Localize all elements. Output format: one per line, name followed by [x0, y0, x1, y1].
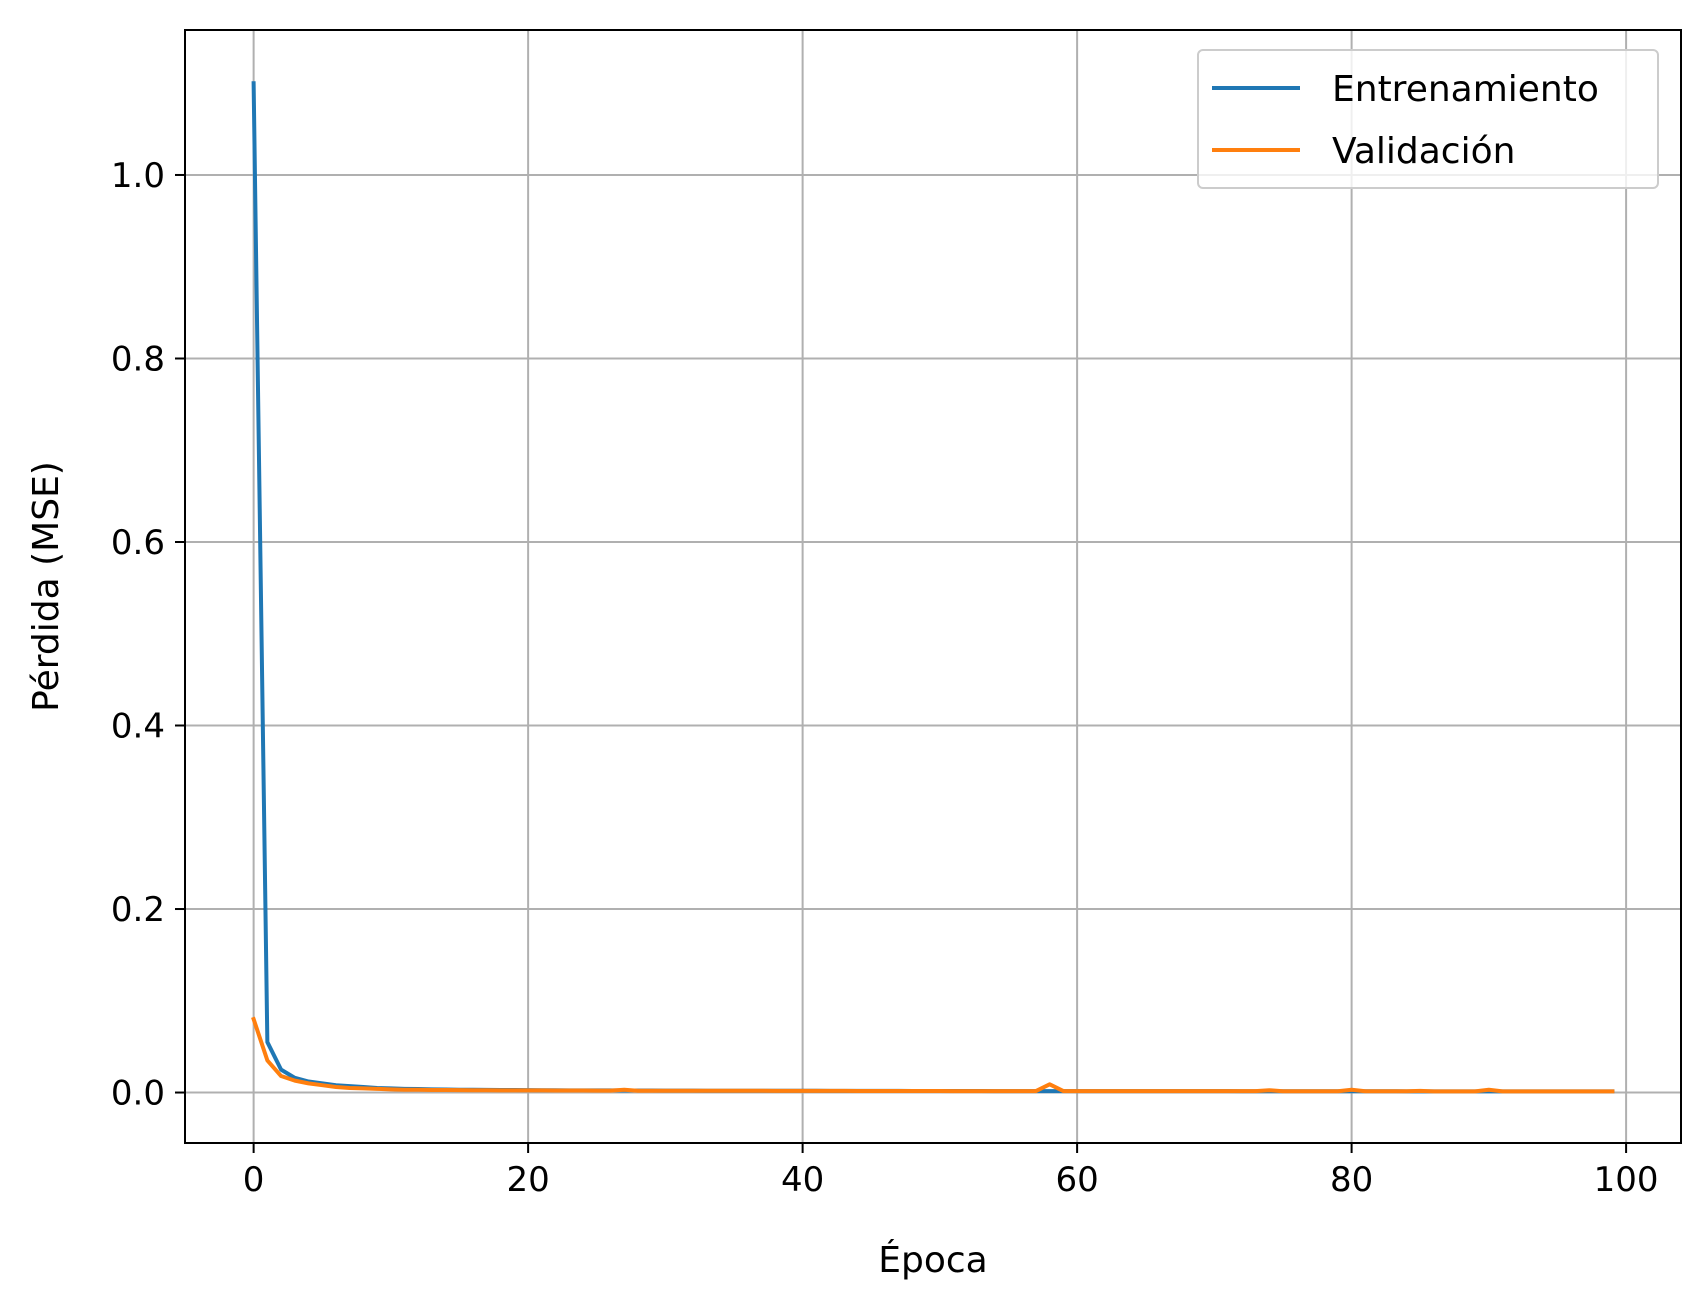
- x-axis-label: Época: [878, 1239, 987, 1281]
- y-tick-label: 0.6: [111, 523, 165, 563]
- plot-frame: [184, 29, 1682, 1144]
- x-tick-label: 20: [506, 1160, 549, 1200]
- series-line-validacion: [251, 1016, 1615, 1094]
- y-tick-label: 0.0: [111, 1074, 165, 1114]
- legend: Entrenamiento Validación: [1197, 49, 1659, 189]
- x-tick-label: 40: [781, 1160, 824, 1200]
- axis-ticks: 0 20 40 60 80 100 0.0 0.2 0.4 0.6 0.8 1.0: [111, 156, 1659, 1200]
- legend-label-validacion: Validación: [1332, 131, 1515, 172]
- y-axis-label: Pérdida (MSE): [26, 461, 67, 712]
- x-tick-label: 0: [243, 1160, 265, 1200]
- legend-box: [1197, 49, 1659, 189]
- y-tick-label: 0.4: [111, 707, 165, 747]
- y-tick-label: 0.2: [111, 890, 165, 930]
- legend-label-entrenamiento: Entrenamiento: [1332, 69, 1599, 110]
- y-tick-label: 1.0: [111, 156, 165, 196]
- y-tick-label: 0.8: [111, 339, 165, 379]
- grid: [185, 30, 1681, 1143]
- series-group: [251, 81, 1615, 1094]
- x-tick-label: 80: [1330, 1160, 1373, 1200]
- x-tick-label: 100: [1594, 1160, 1659, 1200]
- x-tick-label: 60: [1055, 1160, 1098, 1200]
